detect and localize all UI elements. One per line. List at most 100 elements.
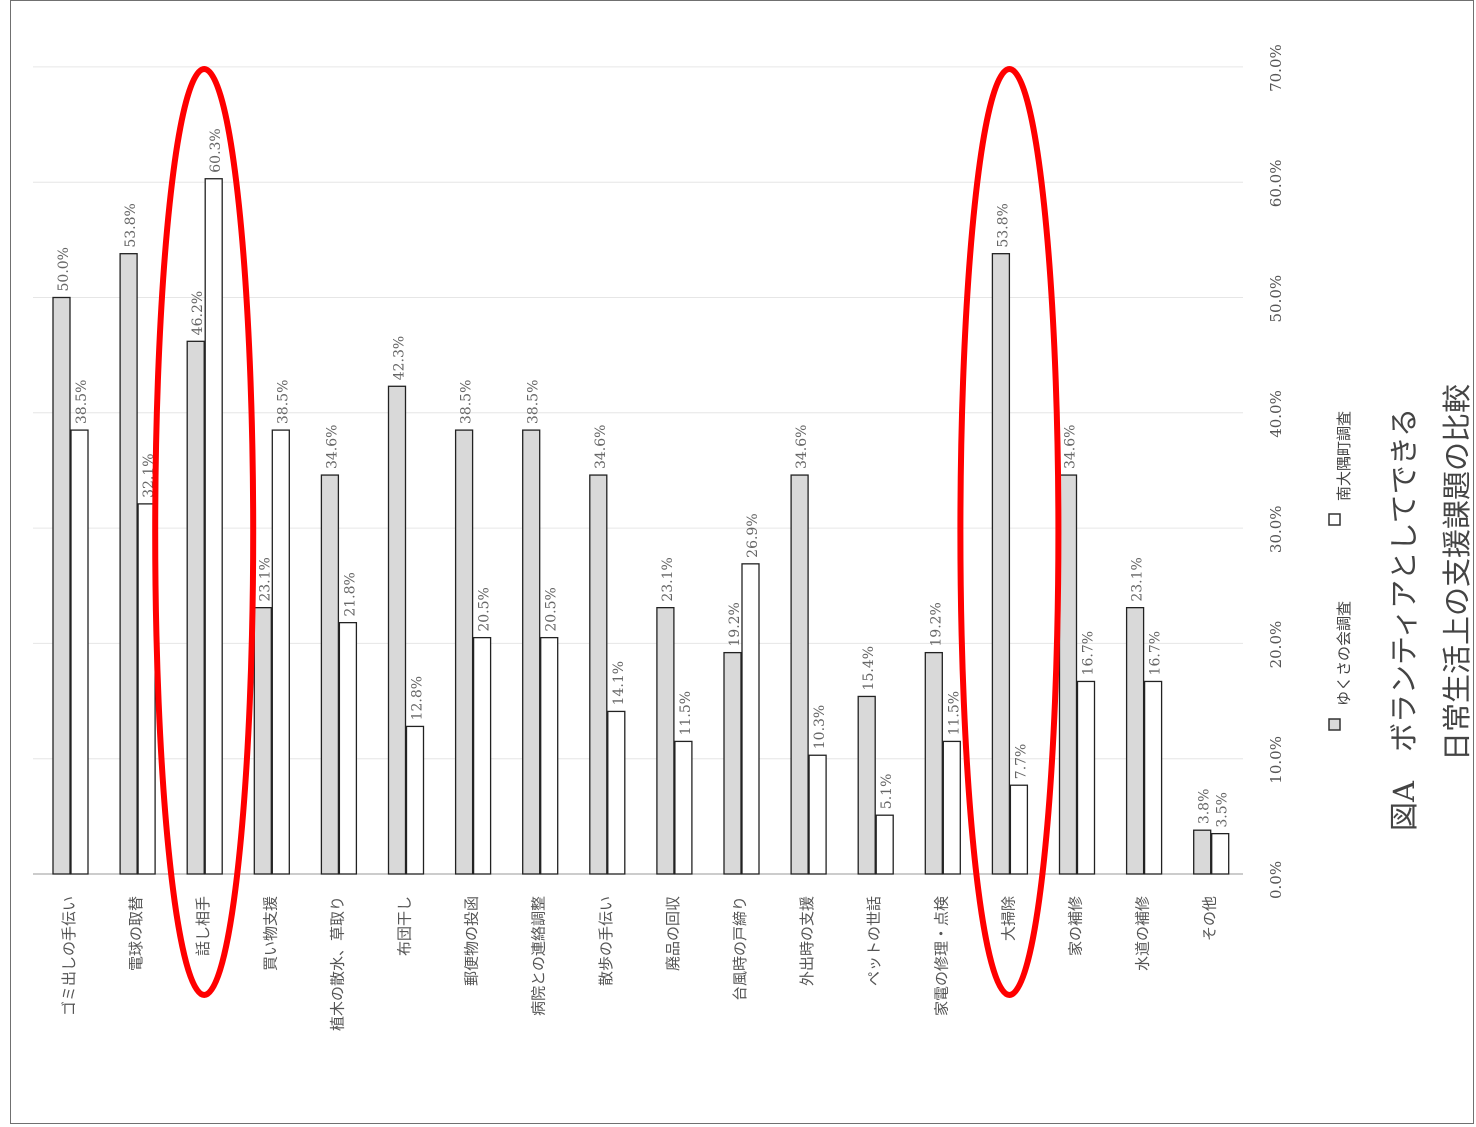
data-label: 53.8%: [995, 203, 1011, 247]
data-label: 38.5%: [275, 380, 291, 424]
y-tick-label: 60.0%: [1267, 160, 1285, 208]
bar-yukusa: [1058, 474, 1078, 875]
data-label: 16.7%: [1148, 631, 1164, 675]
data-label: 11.5%: [946, 691, 962, 735]
bar-yukusa: [320, 474, 340, 875]
data-label: 3.5%: [1215, 792, 1231, 828]
bar-yukusa: [119, 253, 138, 875]
category-label: 郵便物の投函: [463, 896, 481, 986]
category-label: 布団干し: [396, 896, 414, 956]
category-label: ゴミ出しの手伝い: [60, 896, 78, 1016]
data-label: 38.5%: [459, 380, 475, 424]
data-label: 34.6%: [593, 425, 609, 469]
category-labels: ゴミ出しの手伝い 電球の取替 話し相手 買い物支援 植木の散水、草取り 布団干し 郵便物の投…: [60, 896, 1219, 1031]
category-label: 水道の補修: [1134, 896, 1152, 971]
bar-yukusa: [656, 607, 675, 875]
legend-swatch-minamiosumi: [1328, 513, 1341, 526]
data-label: 34.6%: [794, 425, 810, 469]
bar-yukusa: [387, 385, 407, 875]
y-tick-label: 40.0%: [1267, 390, 1285, 438]
bar-minamiosumi: [1143, 680, 1163, 875]
bar-minamiosumi: [942, 740, 961, 875]
data-label: 5.1%: [879, 774, 895, 810]
data-label: 14.1%: [611, 661, 627, 705]
category-label: ペットの世話: [865, 896, 883, 986]
legend-swatch-yukusa: [1328, 718, 1341, 731]
highlight-ellipse: [152, 66, 257, 998]
data-label: 38.5%: [74, 380, 90, 424]
category-label: 廃品の回収: [664, 896, 682, 971]
bar-yukusa: [991, 253, 1011, 875]
category-label: 植木の散水、草取り: [328, 896, 346, 1031]
bar-chart: 50.0%38.5%53.8%32.1%46.2%60.3%23.1%38.5%…: [33, 44, 1474, 1031]
data-label: 26.9%: [745, 513, 761, 557]
category-label: 散歩の手伝い: [597, 896, 615, 986]
data-label: 53.8%: [123, 203, 139, 247]
bars: [52, 178, 1230, 875]
bar-yukusa: [1193, 829, 1212, 875]
data-label: 34.6%: [324, 425, 340, 469]
legend-label-yukusa: ゆくさの会調査: [1335, 601, 1353, 706]
data-label: 23.1%: [1130, 557, 1146, 601]
y-tick-label: 20.0%: [1267, 621, 1285, 669]
data-label: 46.2%: [190, 291, 206, 335]
bar-yukusa: [454, 429, 474, 875]
bar-minamiosumi: [1076, 680, 1096, 875]
y-tick-label: 0.0%: [1267, 861, 1285, 899]
legend-label-minamiosumi: 南大隅町調査: [1335, 411, 1353, 501]
category-label: 買い物支援: [261, 896, 279, 971]
bar-minamiosumi: [674, 740, 693, 875]
tick-labels: 0.0% 10.0% 20.0% 30.0% 40.0% 50.0% 60.0% 70.0%: [1267, 44, 1285, 899]
bar-minamiosumi: [70, 429, 89, 875]
y-tick-label: 70.0%: [1267, 44, 1285, 92]
data-label: 42.3%: [392, 336, 408, 380]
category-label: 家電の修理・点検: [932, 896, 950, 1016]
highlight-ellipse: [957, 66, 1062, 998]
data-label: 60.3%: [208, 128, 224, 172]
data-label: 50.0%: [56, 247, 72, 291]
bar-yukusa: [857, 695, 876, 875]
value-labels: 50.0%38.5%53.8%32.1%46.2%60.3%23.1%38.5%…: [56, 128, 1231, 827]
bar-yukusa: [924, 651, 943, 875]
bar-minamiosumi: [405, 725, 425, 875]
category-label: その他: [1201, 896, 1219, 941]
bar-yukusa: [589, 474, 608, 875]
data-label: 10.3%: [812, 705, 828, 749]
chart-title-line1: 図A ボランティアとしてできる: [1387, 408, 1421, 831]
bar-minamiosumi: [472, 636, 492, 875]
category-label: 病院との連絡調整: [530, 896, 548, 1016]
bar-yukusa: [52, 296, 71, 875]
bar-minamiosumi: [540, 636, 559, 875]
data-label: 19.2%: [727, 602, 743, 646]
data-label: 38.5%: [526, 380, 542, 424]
data-label: 19.2%: [928, 602, 944, 646]
category-label: 台風時の戸締り: [731, 896, 749, 1001]
data-label: 3.8%: [1197, 789, 1213, 825]
data-label: 23.1%: [660, 557, 676, 601]
bar-minamiosumi: [607, 710, 626, 875]
bar-yukusa: [253, 607, 272, 875]
bar-minamiosumi: [271, 429, 290, 875]
category-label: 話し相手: [194, 896, 212, 956]
bar-yukusa: [723, 651, 742, 875]
legend: ゆくさの会調査 南大隅町調査: [1328, 411, 1353, 731]
chart-title-line2: 日常生活上の支援課題の比較: [1440, 384, 1474, 761]
bar-yukusa: [790, 474, 809, 875]
bar-yukusa: [522, 429, 541, 875]
data-label: 21.8%: [342, 572, 358, 616]
bar-minamiosumi: [875, 814, 894, 875]
bar-yukusa: [1125, 607, 1145, 875]
data-label: 12.8%: [410, 676, 426, 720]
bar-minamiosumi: [808, 754, 827, 875]
category-label: 家の補修: [1067, 896, 1085, 956]
data-label: 23.1%: [257, 557, 273, 601]
data-label: 7.7%: [1013, 744, 1029, 780]
bar-minamiosumi: [1211, 832, 1230, 875]
data-label: 16.7%: [1081, 631, 1097, 675]
bar-minamiosumi: [741, 563, 760, 875]
data-label: 20.5%: [477, 587, 493, 631]
data-label: 11.5%: [678, 691, 694, 735]
highlight-ellipses: [152, 66, 1062, 998]
bar-minamiosumi: [204, 178, 223, 875]
category-label: 電球の取替: [127, 896, 145, 971]
